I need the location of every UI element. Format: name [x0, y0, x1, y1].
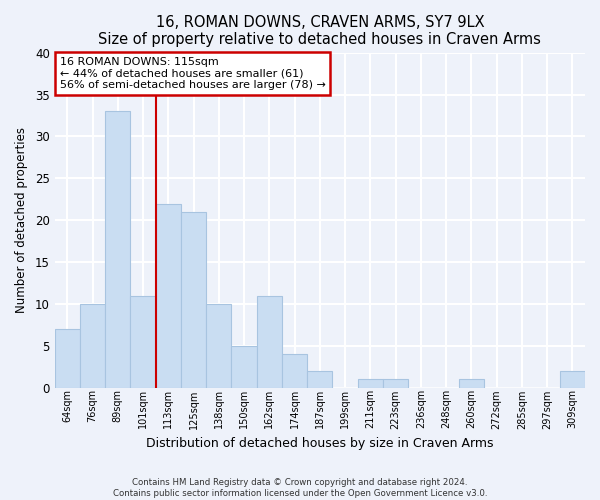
Bar [55, 329, 80, 388]
Bar [257, 296, 282, 388]
Text: Contains HM Land Registry data © Crown copyright and database right 2024.
Contai: Contains HM Land Registry data © Crown c… [113, 478, 487, 498]
X-axis label: Distribution of detached houses by size in Craven Arms: Distribution of detached houses by size … [146, 437, 494, 450]
Bar [130, 296, 155, 388]
Bar [80, 304, 105, 388]
Bar [282, 354, 307, 388]
Bar [358, 380, 383, 388]
Bar [206, 304, 232, 388]
Title: 16, ROMAN DOWNS, CRAVEN ARMS, SY7 9LX
Size of property relative to detached hous: 16, ROMAN DOWNS, CRAVEN ARMS, SY7 9LX Si… [98, 15, 541, 48]
Bar [307, 371, 332, 388]
Bar [560, 371, 585, 388]
Bar [181, 212, 206, 388]
Bar [105, 112, 130, 388]
Bar [232, 346, 257, 388]
Bar [383, 380, 408, 388]
Bar [155, 204, 181, 388]
Text: 16 ROMAN DOWNS: 115sqm
← 44% of detached houses are smaller (61)
56% of semi-det: 16 ROMAN DOWNS: 115sqm ← 44% of detached… [60, 57, 326, 90]
Y-axis label: Number of detached properties: Number of detached properties [15, 128, 28, 314]
Bar [459, 380, 484, 388]
